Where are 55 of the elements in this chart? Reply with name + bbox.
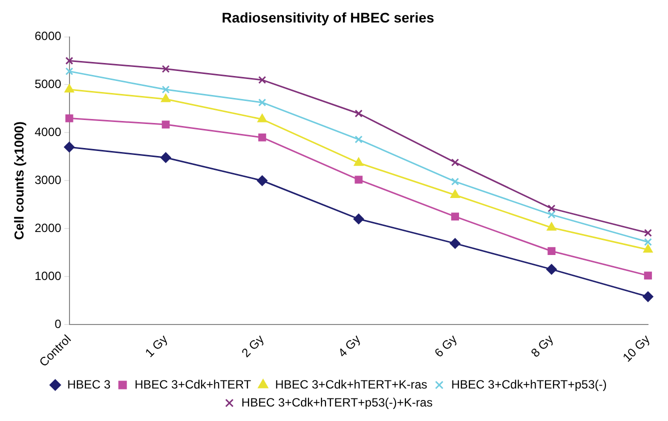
point bbox=[353, 214, 364, 224]
y-tick-label: 0 bbox=[54, 316, 62, 331]
y-tick-label: 2000 bbox=[34, 220, 62, 235]
legend-label: HBEC 3+Cdk+hTERT+K-ras bbox=[275, 377, 428, 392]
point bbox=[65, 56, 74, 65]
chart-title: Radiosensitivity of HBEC series bbox=[222, 9, 434, 26]
point bbox=[548, 247, 556, 256]
point bbox=[354, 135, 363, 144]
x-tick-label: 8 Gy bbox=[528, 332, 556, 360]
point bbox=[354, 158, 364, 166]
point bbox=[258, 134, 266, 142]
point bbox=[258, 98, 266, 106]
point bbox=[451, 178, 460, 186]
point bbox=[354, 176, 363, 184]
y-axis-title: Cell counts (x1000) bbox=[11, 121, 26, 240]
x-tick-label: 10 Gy bbox=[620, 332, 652, 365]
point bbox=[65, 114, 74, 122]
legend-label: HBEC 3+Cdk+hTERT+p53(-) bbox=[451, 377, 607, 392]
x-tick-label: 6 Gy bbox=[432, 332, 460, 360]
point bbox=[162, 86, 170, 94]
point bbox=[450, 238, 460, 249]
point bbox=[256, 175, 268, 186]
point bbox=[451, 212, 460, 221]
point bbox=[546, 264, 557, 275]
point bbox=[160, 152, 171, 163]
point bbox=[644, 272, 652, 280]
point bbox=[64, 142, 75, 152]
point bbox=[546, 222, 556, 231]
x-tick-label: 4 Gy bbox=[335, 332, 364, 360]
point bbox=[354, 110, 363, 118]
point bbox=[548, 204, 556, 212]
point bbox=[162, 120, 170, 128]
x-tick-label: 2 Gy bbox=[238, 332, 267, 360]
y-tick-label: 5000 bbox=[34, 77, 62, 92]
point bbox=[451, 158, 460, 166]
point bbox=[161, 94, 170, 102]
point bbox=[450, 190, 460, 198]
point bbox=[258, 114, 267, 122]
y-tick-label: 1000 bbox=[34, 268, 62, 283]
point bbox=[65, 67, 74, 76]
point bbox=[162, 64, 170, 73]
point bbox=[258, 76, 266, 84]
legend-label: HBEC 3+Cdk+hTERT bbox=[134, 377, 252, 392]
x-tick-label: 1 Gy bbox=[142, 332, 170, 360]
y-tick-label: 3000 bbox=[34, 172, 62, 187]
legend-label: HBEC 3 bbox=[67, 377, 111, 392]
point bbox=[644, 228, 652, 237]
y-tick-label: 4000 bbox=[34, 125, 62, 139]
point bbox=[642, 291, 654, 302]
legend-label: HBEC 3+Cdk+hTERT+p53(-)+K-ras bbox=[241, 395, 433, 410]
point bbox=[548, 210, 556, 219]
point bbox=[643, 244, 653, 253]
point bbox=[64, 84, 74, 93]
y-tick-label: 6000 bbox=[34, 29, 62, 44]
point bbox=[644, 238, 652, 246]
